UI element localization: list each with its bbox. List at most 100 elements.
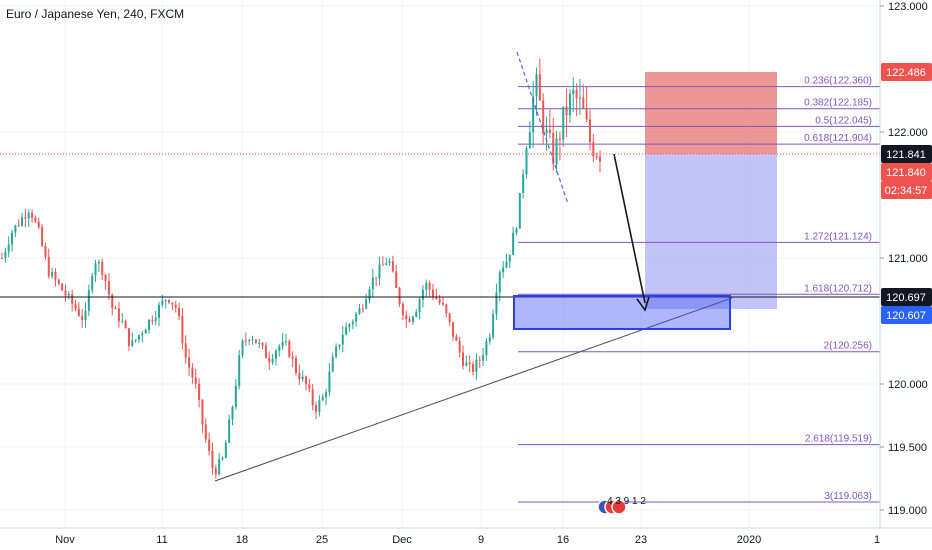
candle-body[interactable] xyxy=(538,74,541,101)
candle-body[interactable] xyxy=(14,225,17,233)
candle-body[interactable] xyxy=(532,96,535,133)
candle-body[interactable] xyxy=(101,261,104,275)
candle-body[interactable] xyxy=(318,400,321,412)
candle-body[interactable] xyxy=(522,174,525,194)
candle-body[interactable] xyxy=(204,424,207,440)
candle-body[interactable] xyxy=(264,345,267,358)
candle-body[interactable] xyxy=(104,274,107,281)
candle-body[interactable] xyxy=(588,119,591,143)
candle-body[interactable] xyxy=(147,319,150,330)
candle-body[interactable] xyxy=(224,442,227,459)
candle-body[interactable] xyxy=(158,304,161,318)
candle-body[interactable] xyxy=(137,335,140,340)
candle-body[interactable] xyxy=(114,308,117,310)
candle-body[interactable] xyxy=(498,272,501,293)
candle-body[interactable] xyxy=(94,263,97,276)
dashed-trend-line[interactable] xyxy=(516,51,569,205)
candle-body[interactable] xyxy=(134,339,137,341)
candle-body[interactable] xyxy=(234,385,237,407)
candle-body[interactable] xyxy=(251,339,254,341)
candle-body[interactable] xyxy=(528,132,531,149)
candle-body[interactable] xyxy=(408,319,411,322)
candle-body[interactable] xyxy=(284,341,287,343)
candle-body[interactable] xyxy=(381,264,384,266)
candle-body[interactable] xyxy=(361,308,364,310)
candle-body[interactable] xyxy=(335,346,338,357)
candle-body[interactable] xyxy=(441,303,444,305)
candle-body[interactable] xyxy=(575,89,578,99)
candle-body[interactable] xyxy=(585,108,588,120)
candle-body[interactable] xyxy=(298,372,301,380)
candle-body[interactable] xyxy=(515,228,518,233)
candle-body[interactable] xyxy=(485,341,488,356)
candle-body[interactable] xyxy=(445,304,448,314)
candle-body[interactable] xyxy=(34,217,37,222)
candle-body[interactable] xyxy=(37,221,40,228)
candle-body[interactable] xyxy=(241,340,244,356)
candle-body[interactable] xyxy=(161,300,164,305)
take-profit-zone[interactable] xyxy=(645,154,777,309)
candle-body[interactable] xyxy=(435,296,438,299)
candle-body[interactable] xyxy=(31,213,34,218)
candle-body[interactable] xyxy=(311,389,314,406)
candle-body[interactable] xyxy=(355,314,358,322)
candle-body[interactable] xyxy=(468,362,471,365)
candle-body[interactable] xyxy=(81,315,84,321)
candle-body[interactable] xyxy=(495,292,498,315)
candle-body[interactable] xyxy=(84,310,87,321)
candle-body[interactable] xyxy=(472,364,475,372)
candle-body[interactable] xyxy=(238,355,241,386)
candle-body[interactable] xyxy=(218,459,221,475)
candle-body[interactable] xyxy=(492,314,495,338)
candle-body[interactable] xyxy=(201,399,204,425)
candle-body[interactable] xyxy=(558,138,561,140)
candle-body[interactable] xyxy=(67,293,70,296)
candle-body[interactable] xyxy=(221,458,224,460)
candle-body[interactable] xyxy=(174,304,177,308)
candle-body[interactable] xyxy=(415,312,418,317)
candle-body[interactable] xyxy=(57,279,60,284)
stop-loss-zone[interactable] xyxy=(645,72,777,154)
candle-body[interactable] xyxy=(488,337,491,342)
candle-body[interactable] xyxy=(512,232,515,255)
candle-body[interactable] xyxy=(164,299,167,301)
candle-body[interactable] xyxy=(144,329,147,334)
candle-body[interactable] xyxy=(7,244,10,252)
candle-body[interactable] xyxy=(452,322,455,337)
candle-body[interactable] xyxy=(77,308,80,316)
candle-body[interactable] xyxy=(448,313,451,323)
candle-body[interactable] xyxy=(375,277,378,279)
support-zone-box[interactable] xyxy=(513,295,731,330)
candle-body[interactable] xyxy=(231,406,234,420)
candle-body[interactable] xyxy=(599,156,601,162)
candle-body[interactable] xyxy=(388,261,391,264)
candle-body[interactable] xyxy=(482,355,485,361)
candle-body[interactable] xyxy=(395,271,398,289)
candle-body[interactable] xyxy=(188,357,191,368)
candle-body[interactable] xyxy=(518,193,521,229)
projection-arrow[interactable] xyxy=(613,153,646,304)
candle-body[interactable] xyxy=(428,282,431,290)
candle-body[interactable] xyxy=(458,340,461,353)
candle-body[interactable] xyxy=(211,450,214,469)
candle-body[interactable] xyxy=(208,439,211,451)
candle-body[interactable] xyxy=(411,316,414,322)
candle-body[interactable] xyxy=(198,383,201,400)
candle-body[interactable] xyxy=(478,359,481,361)
candle-body[interactable] xyxy=(17,225,20,227)
candle-body[interactable] xyxy=(107,280,110,295)
candle-body[interactable] xyxy=(51,271,54,277)
candle-body[interactable] xyxy=(54,271,57,280)
candle-body[interactable] xyxy=(291,356,294,359)
candle-body[interactable] xyxy=(502,267,505,273)
candle-body[interactable] xyxy=(41,227,44,246)
candle-body[interactable] xyxy=(338,344,341,347)
candle-body[interactable] xyxy=(371,277,374,290)
candle-body[interactable] xyxy=(568,93,571,116)
candle-body[interactable] xyxy=(358,308,361,315)
candle-body[interactable] xyxy=(91,275,94,291)
candle-body[interactable] xyxy=(582,97,585,109)
candle-body[interactable] xyxy=(21,217,24,226)
candle-body[interactable] xyxy=(351,321,354,325)
